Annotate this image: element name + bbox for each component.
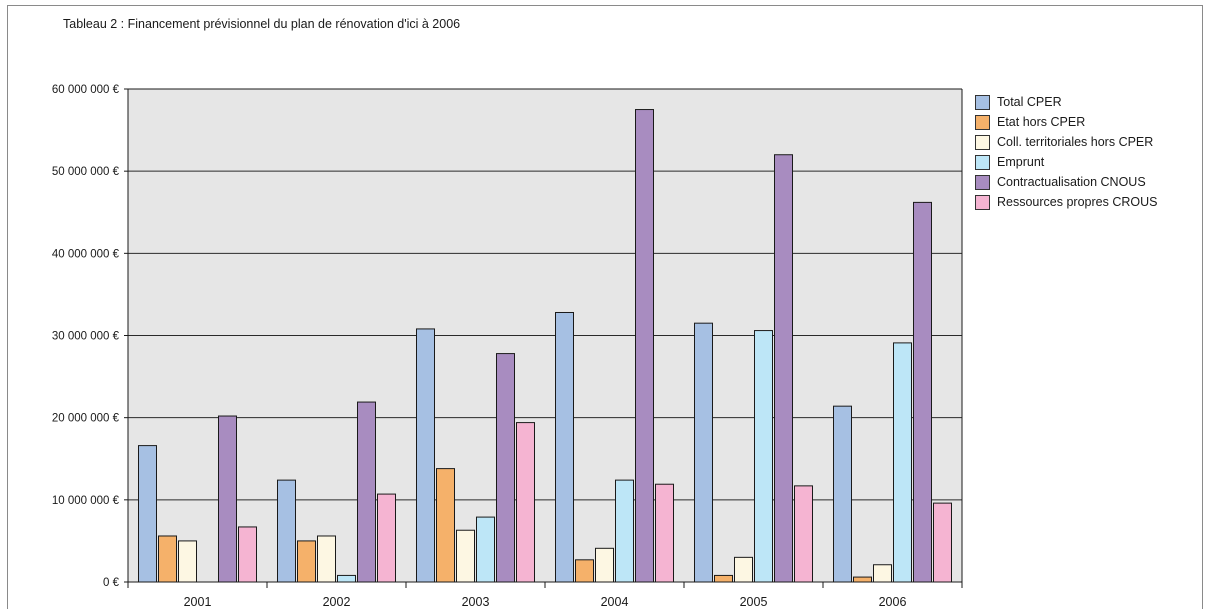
bar-ressources-propres-crous-2006 <box>933 502 952 583</box>
y-tick-label: 40 000 000 € <box>52 248 120 260</box>
x-tick-label: 2001 <box>184 595 212 609</box>
y-tick-label: 60 000 000 € <box>52 84 120 96</box>
bar-total-cper-2005 <box>694 322 713 583</box>
bar-emprunt-2004 <box>615 479 634 583</box>
legend-label: Etat hors CPER <box>997 115 1086 129</box>
legend-swatch <box>975 134 990 150</box>
bar-total-cper-2002 <box>277 479 296 583</box>
legend-swatch <box>975 154 990 170</box>
bar-contractualisation-cnous-2004 <box>635 109 654 583</box>
bar-etat-hors-cper-2004 <box>575 559 594 583</box>
bar-coll-territoriales-hors-cper-2003 <box>456 529 475 583</box>
y-tick-label: 30 000 000 € <box>52 331 120 343</box>
bar-emprunt-2003 <box>476 516 495 583</box>
legend-label: Coll. territoriales hors CPER <box>997 135 1154 149</box>
legend-label: Ressources propres CROUS <box>997 195 1158 209</box>
bar-ressources-propres-crous-2005 <box>794 485 813 583</box>
y-tick-labels: 0 € 10 000 000 € 20 000 000 € 30 000 000 € 4… <box>52 84 120 589</box>
bar-coll-territoriales-hors-cper-2004 <box>595 547 614 583</box>
bar-coll-territoriales-hors-cper-2001 <box>178 540 197 583</box>
bar-contractualisation-cnous-2001 <box>218 415 237 583</box>
legend-label: Emprunt <box>997 155 1045 169</box>
legend-item: Coll. territoriales hors CPER <box>975 132 1157 152</box>
bar-ressources-propres-crous-2002 <box>377 493 396 583</box>
bar-total-cper-2001 <box>138 445 157 583</box>
legend-item: Etat hors CPER <box>975 112 1157 132</box>
bars <box>138 109 952 583</box>
bar-coll-territoriales-hors-cper-2002 <box>317 535 336 583</box>
bar-etat-hors-cper-2006 <box>853 576 872 583</box>
legend-item: Total CPER <box>975 92 1157 112</box>
bar-total-cper-2003 <box>416 328 435 583</box>
x-tick-label: 2004 <box>601 595 629 609</box>
bar-etat-hors-cper-2003 <box>436 468 455 583</box>
y-tick-label: 0 € <box>103 577 120 589</box>
legend-swatch <box>975 114 990 130</box>
legend-item: Ressources propres CROUS <box>975 192 1157 212</box>
legend: Total CPER Etat hors CPER Coll. territoria… <box>975 92 1157 212</box>
bar-ressources-propres-crous-2001 <box>238 526 257 583</box>
bar-contractualisation-cnous-2002 <box>357 401 376 583</box>
y-tick-label: 20 000 000 € <box>52 413 120 425</box>
bar-total-cper-2004 <box>555 311 574 583</box>
bar-total-cper-2006 <box>833 405 852 583</box>
legend-label: Total CPER <box>997 95 1062 109</box>
legend-label: Contractualisation CNOUS <box>997 175 1146 189</box>
legend-swatch <box>975 174 990 190</box>
x-tick-label: 2005 <box>740 595 768 609</box>
legend-swatch <box>975 194 990 210</box>
bar-contractualisation-cnous-2003 <box>496 353 515 583</box>
bar-coll-territoriales-hors-cper-2006 <box>873 564 892 583</box>
axes <box>124 88 963 588</box>
y-tick-label: 50 000 000 € <box>52 166 120 178</box>
bar-ressources-propres-crous-2004 <box>655 483 674 583</box>
bar-etat-hors-cper-2001 <box>158 535 177 583</box>
x-tick-label: 2002 <box>323 595 351 609</box>
bar-emprunt-2005 <box>754 330 773 583</box>
bar-ressources-propres-crous-2003 <box>516 422 535 583</box>
bar-emprunt-2006 <box>893 342 912 583</box>
x-tick-label: 2003 <box>462 595 490 609</box>
bar-emprunt-2002 <box>337 574 356 583</box>
chart-title: Tableau 2 : Financement prévisionnel du … <box>63 17 461 31</box>
legend-swatch <box>975 94 990 110</box>
legend-item: Emprunt <box>975 152 1157 172</box>
x-tick-labels: 2001 2002 2003 2004 2005 2006 <box>184 595 907 609</box>
bar-coll-territoriales-hors-cper-2005 <box>734 556 753 583</box>
chart-frame <box>7 5 1203 609</box>
bar-etat-hors-cper-2002 <box>297 540 316 583</box>
bar-contractualisation-cnous-2006 <box>913 201 932 583</box>
bar-etat-hors-cper-2005 <box>714 574 733 583</box>
y-tick-label: 10 000 000 € <box>52 495 120 507</box>
x-tick-label: 2006 <box>879 595 907 609</box>
bar-contractualisation-cnous-2005 <box>774 154 793 583</box>
legend-item: Contractualisation CNOUS <box>975 172 1157 192</box>
